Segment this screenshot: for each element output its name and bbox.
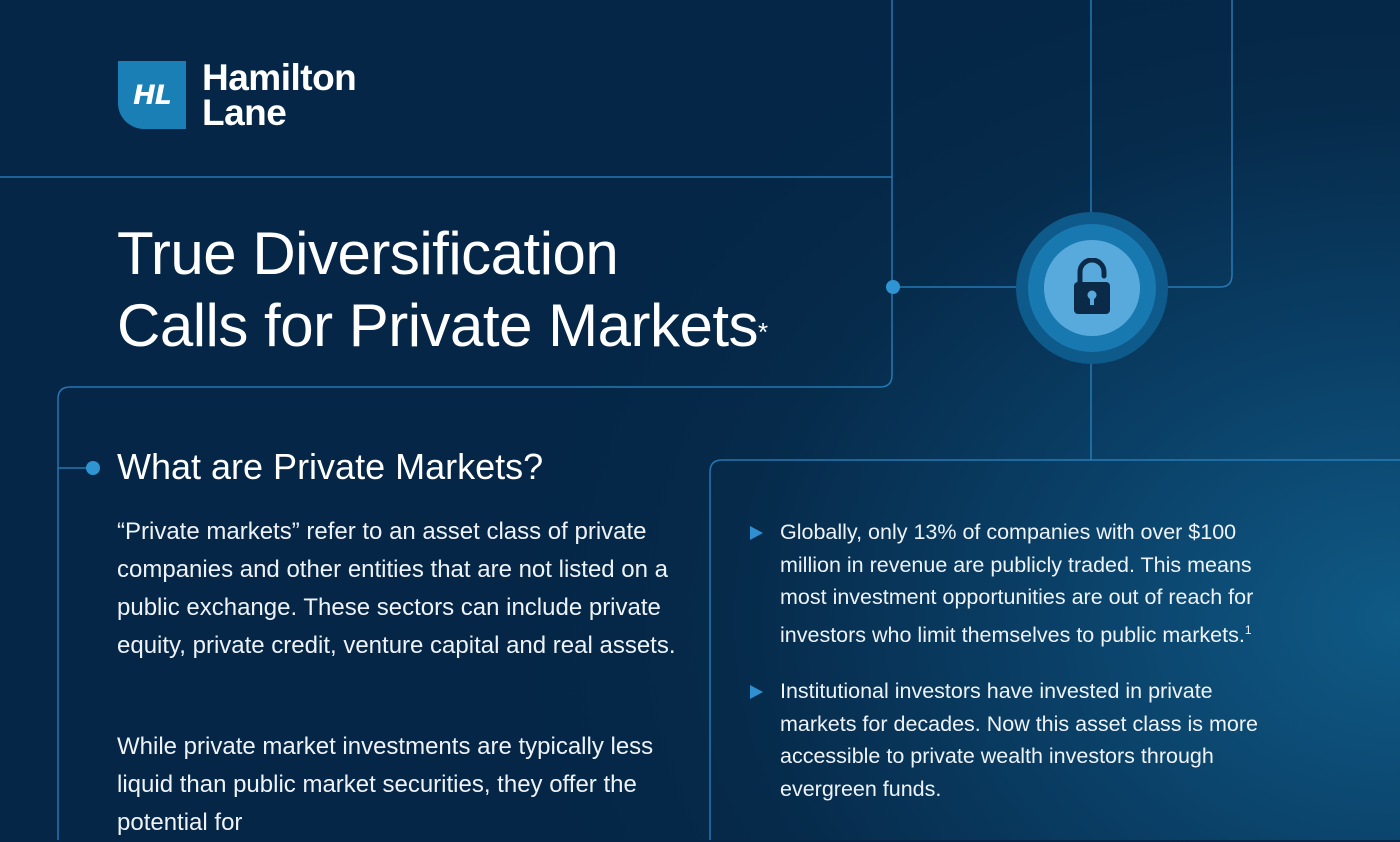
intro-paragraph: “Private markets” refer to an asset clas… bbox=[117, 518, 676, 659]
list-item: Globally, only 13% of companies with ove… bbox=[750, 516, 1270, 651]
logo-mark: HL bbox=[118, 61, 186, 129]
hamilton-lane-logo: HL Hamilton Lane bbox=[118, 57, 357, 133]
liquidity-paragraph: While private market investments are typ… bbox=[117, 733, 654, 836]
triangle-bullet-icon bbox=[750, 526, 763, 540]
triangle-bullet-icon bbox=[750, 685, 763, 700]
key-points-list: Globally, only 13% of companies with ove… bbox=[750, 516, 1270, 829]
section-heading: What are Private Markets? bbox=[117, 446, 544, 487]
page-title: True Diversification Calls for Private M… bbox=[117, 220, 768, 359]
logo-text: Hamilton Lane bbox=[202, 57, 357, 133]
node-dot bbox=[886, 280, 900, 294]
list-item: Institutional investors have invested in… bbox=[750, 675, 1270, 805]
node-dot bbox=[86, 461, 100, 475]
unlocked-padlock-icon bbox=[1016, 212, 1168, 364]
